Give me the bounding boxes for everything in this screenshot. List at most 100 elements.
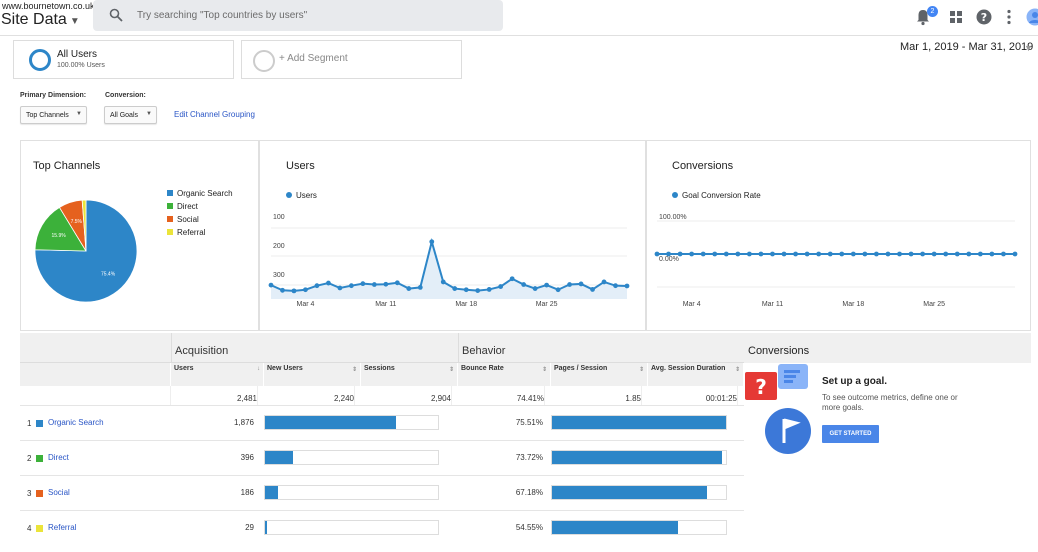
- data-point[interactable]: [839, 251, 845, 257]
- data-point[interactable]: [463, 287, 469, 293]
- data-point[interactable]: [862, 251, 868, 257]
- data-point[interactable]: [770, 251, 775, 257]
- add-segment-button[interactable]: + Add Segment: [241, 40, 462, 79]
- data-point[interactable]: [700, 251, 706, 257]
- data-point[interactable]: [613, 283, 618, 289]
- data-point[interactable]: [874, 251, 879, 257]
- data-point[interactable]: [1012, 251, 1018, 257]
- date-range-picker[interactable]: Mar 1, 2019 - Mar 31, 2019: [900, 41, 1034, 53]
- data-point[interactable]: [966, 251, 972, 257]
- data-point[interactable]: [885, 251, 891, 257]
- data-point[interactable]: [723, 251, 729, 257]
- data-point[interactable]: [475, 288, 481, 293]
- data-point[interactable]: [417, 285, 423, 290]
- data-point[interactable]: [486, 287, 492, 292]
- chevron-down-icon[interactable]: ▼: [1024, 43, 1033, 53]
- data-point[interactable]: [567, 282, 572, 287]
- segment-all-users[interactable]: All Users 100.00% Users: [13, 40, 234, 79]
- data-point[interactable]: [666, 251, 671, 257]
- data-point[interactable]: [268, 282, 274, 288]
- column-header[interactable]: Bounce Rate ⇕: [458, 363, 551, 386]
- column-header-label: New Users: [267, 365, 303, 372]
- sort-desc-icon[interactable]: ↓: [257, 366, 260, 372]
- data-point[interactable]: [850, 251, 856, 257]
- data-point[interactable]: [758, 251, 764, 257]
- data-point[interactable]: [452, 286, 458, 291]
- data-point[interactable]: [360, 281, 366, 287]
- data-point[interactable]: [781, 251, 787, 257]
- data-point[interactable]: [624, 283, 630, 289]
- sort-icon[interactable]: ⇕: [448, 367, 454, 373]
- data-point[interactable]: [348, 283, 354, 289]
- data-point[interactable]: [383, 281, 389, 287]
- data-point[interactable]: [735, 251, 741, 257]
- data-point[interactable]: [793, 251, 798, 257]
- data-point[interactable]: [394, 280, 400, 286]
- data-point[interactable]: [521, 282, 527, 287]
- data-point[interactable]: [977, 251, 983, 257]
- data-point[interactable]: [601, 279, 607, 285]
- column-header[interactable]: Sessions ⇕: [361, 363, 458, 386]
- data-point[interactable]: [931, 251, 937, 257]
- data-point[interactable]: [280, 287, 285, 293]
- data-point[interactable]: [337, 285, 343, 291]
- channel-link[interactable]: Organic Search: [48, 418, 104, 427]
- sort-icon[interactable]: ⇕: [734, 367, 740, 373]
- data-point[interactable]: [712, 251, 718, 257]
- channel-link[interactable]: Referral: [48, 523, 77, 532]
- pie-slice-organic[interactable]: [34, 199, 138, 303]
- table-corner: [20, 333, 171, 363]
- data-point[interactable]: [954, 251, 960, 257]
- pie-slice-referral[interactable]: [81, 199, 87, 252]
- data-point[interactable]: [897, 251, 902, 257]
- bell-icon[interactable]: [914, 8, 932, 26]
- get-started-button[interactable]: GET STARTED: [822, 425, 879, 443]
- data-point[interactable]: [943, 251, 949, 257]
- data-point[interactable]: [371, 282, 377, 287]
- sort-icon[interactable]: ⇕: [351, 367, 357, 373]
- pie-slice-direct[interactable]: [34, 206, 87, 252]
- column-header[interactable]: New Users ⇕: [264, 363, 361, 386]
- edit-channel-grouping-link[interactable]: Edit Channel Grouping: [174, 110, 255, 119]
- data-point[interactable]: [498, 284, 504, 289]
- data-point[interactable]: [989, 251, 995, 257]
- data-point[interactable]: [816, 251, 822, 257]
- data-point[interactable]: [532, 286, 538, 291]
- channel-link[interactable]: Direct: [48, 453, 69, 462]
- data-point[interactable]: [654, 251, 660, 257]
- data-point[interactable]: [578, 281, 584, 287]
- data-point[interactable]: [827, 251, 833, 257]
- data-point[interactable]: [314, 283, 320, 289]
- data-point[interactable]: [429, 239, 435, 245]
- data-point[interactable]: [326, 280, 331, 286]
- column-header[interactable]: Avg. Session Duration ⇕: [648, 363, 744, 386]
- data-point[interactable]: [303, 287, 308, 293]
- data-point[interactable]: [920, 251, 926, 257]
- help-icon[interactable]: ?: [975, 8, 993, 26]
- data-point[interactable]: [908, 251, 914, 257]
- data-point[interactable]: [509, 276, 515, 282]
- data-point[interactable]: [689, 251, 695, 257]
- property-selector[interactable]: Site Data ▼: [1, 11, 80, 29]
- search-input[interactable]: Try searching "Top countries by users": [93, 0, 503, 31]
- data-point[interactable]: [590, 287, 595, 292]
- data-point[interactable]: [544, 282, 550, 288]
- data-point[interactable]: [677, 251, 683, 257]
- data-point[interactable]: [406, 286, 412, 291]
- sort-icon[interactable]: ⇕: [638, 367, 644, 373]
- more-vert-icon[interactable]: [1000, 8, 1018, 26]
- conversion-dropdown[interactable]: All Goals ▼: [104, 106, 157, 124]
- apps-grid-icon[interactable]: [947, 8, 965, 26]
- data-point[interactable]: [804, 251, 810, 257]
- sort-icon[interactable]: ⇕: [541, 367, 547, 373]
- primary-dimension-dropdown[interactable]: Top Channels ▼: [20, 106, 87, 124]
- data-point[interactable]: [440, 279, 446, 285]
- avatar-icon[interactable]: [1025, 8, 1038, 26]
- data-point[interactable]: [746, 251, 752, 257]
- data-point[interactable]: [555, 287, 561, 293]
- channel-link[interactable]: Social: [48, 488, 70, 497]
- data-point[interactable]: [1001, 251, 1006, 257]
- data-point[interactable]: [291, 288, 297, 294]
- column-header[interactable]: Pages / Session ⇕: [551, 363, 648, 386]
- column-header[interactable]: Users ↓: [171, 363, 264, 386]
